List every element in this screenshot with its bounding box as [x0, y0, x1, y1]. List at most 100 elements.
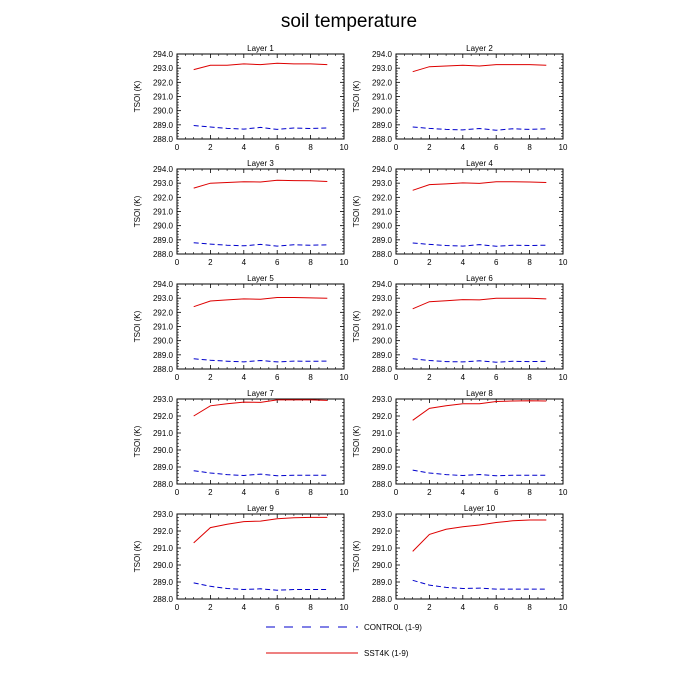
- x-tick-label: 4: [242, 488, 247, 497]
- panel-title: Layer 3: [247, 159, 274, 168]
- x-tick-label: 8: [308, 603, 313, 612]
- panel-layer-5: Layer 5 TSOI (K) 288.0 289.0 290.0 291.0 292.0…: [133, 274, 349, 382]
- x-tick-label: 2: [208, 603, 213, 612]
- panel-layer-1: Layer 1 TSOI (K) 288.0 289.0 290.0 291.0 292.0…: [133, 44, 349, 152]
- y-tick-label: 290.0: [153, 222, 174, 231]
- y-axis-label: TSOI (K): [133, 540, 142, 572]
- plot-frame: [176, 398, 345, 485]
- y-tick-label: 291.0: [153, 208, 174, 217]
- y-axis-label: TSOI (K): [133, 195, 142, 227]
- panel-title: Layer 8: [466, 389, 493, 398]
- panel-title: Layer 1: [247, 44, 274, 53]
- x-tick-label: 0: [175, 143, 180, 152]
- x-tick-label: 0: [175, 603, 180, 612]
- y-tick-label: 289.0: [372, 351, 393, 360]
- x-tick-label: 4: [461, 373, 466, 382]
- y-tick-label: 292.0: [153, 193, 174, 202]
- y-tick-label: 293.0: [372, 64, 393, 73]
- y-tick-label: 288.0: [153, 480, 174, 489]
- y-tick-label: 289.0: [153, 463, 174, 472]
- panel-title: Layer 7: [247, 389, 274, 398]
- y-tick-label: 288.0: [372, 480, 393, 489]
- x-tick-label: 6: [494, 488, 499, 497]
- sst4k-series-line: [412, 181, 547, 191]
- plot-frame: [176, 283, 345, 370]
- x-tick-label: 2: [208, 488, 213, 497]
- x-tick-label: 6: [494, 603, 499, 612]
- panel-title: Layer 5: [247, 274, 274, 283]
- legend-sst4k-label: SST4K (1-9): [364, 649, 409, 658]
- x-tick-label: 4: [461, 488, 466, 497]
- x-tick-label: 4: [242, 143, 247, 152]
- sst4k-series-line: [193, 179, 328, 189]
- legend-control-label: CONTROL (1-9): [364, 623, 422, 632]
- x-tick-label: 8: [527, 488, 532, 497]
- y-tick-label: 289.0: [153, 236, 174, 245]
- sst4k-series-line: [193, 62, 328, 71]
- control-series-line: [193, 582, 328, 591]
- x-tick-label: 8: [308, 488, 313, 497]
- panels-group: Layer 1 TSOI (K) 288.0 289.0 290.0 291.0 292.0…: [133, 44, 568, 612]
- x-tick-label: 4: [461, 143, 466, 152]
- x-tick-label: 6: [275, 258, 280, 267]
- y-tick-label: 291.0: [372, 544, 393, 553]
- y-tick-label: 291.0: [372, 208, 393, 217]
- x-tick-label: 6: [494, 258, 499, 267]
- y-tick-label: 291.0: [372, 93, 393, 102]
- x-tick-label: 10: [340, 143, 349, 152]
- y-tick-label: 292.0: [372, 527, 393, 536]
- x-tick-label: 10: [559, 603, 568, 612]
- x-tick-label: 8: [308, 143, 313, 152]
- x-tick-label: 8: [527, 143, 532, 152]
- x-tick-label: 10: [340, 603, 349, 612]
- panel-layer-9: Layer 9 TSOI (K) 288.0 289.0 290.0 291.0 292.0…: [133, 504, 349, 612]
- y-tick-label: 292.0: [372, 308, 393, 317]
- x-tick-label: 2: [427, 373, 432, 382]
- y-tick-label: 288.0: [372, 250, 393, 259]
- y-axis-label: TSOI (K): [352, 540, 361, 572]
- y-tick-label: 289.0: [153, 578, 174, 587]
- plot-frame: [395, 53, 564, 140]
- control-series-line: [412, 579, 547, 590]
- control-series-line: [193, 358, 328, 363]
- y-tick-label: 292.0: [153, 527, 174, 536]
- x-tick-label: 4: [461, 258, 466, 267]
- y-tick-label: 289.0: [372, 236, 393, 245]
- y-axis-label: TSOI (K): [352, 80, 361, 112]
- y-tick-label: 288.0: [153, 250, 174, 259]
- y-tick-label: 293.0: [153, 294, 174, 303]
- y-tick-label: 291.0: [372, 323, 393, 332]
- x-tick-label: 2: [427, 603, 432, 612]
- x-tick-label: 0: [175, 373, 180, 382]
- y-tick-label: 289.0: [372, 463, 393, 472]
- y-tick-label: 288.0: [153, 365, 174, 374]
- sst4k-series-line: [193, 399, 328, 417]
- panel-title: Layer 2: [466, 44, 493, 53]
- figure-title: soil temperature: [281, 11, 417, 32]
- sst4k-series-line: [193, 297, 328, 308]
- y-tick-label: 290.0: [153, 561, 174, 570]
- x-tick-label: 0: [175, 258, 180, 267]
- x-tick-label: 0: [394, 143, 399, 152]
- control-series-line: [193, 470, 328, 477]
- x-tick-label: 6: [494, 373, 499, 382]
- y-tick-label: 290.0: [372, 446, 393, 455]
- control-series-line: [412, 242, 547, 247]
- y-tick-label: 291.0: [372, 429, 393, 438]
- x-tick-label: 2: [427, 488, 432, 497]
- x-tick-label: 4: [242, 603, 247, 612]
- x-tick-label: 8: [308, 373, 313, 382]
- control-series-line: [193, 242, 328, 247]
- x-tick-label: 2: [208, 143, 213, 152]
- y-tick-label: 291.0: [153, 323, 174, 332]
- y-axis-label: TSOI (K): [133, 310, 142, 342]
- x-tick-label: 4: [242, 258, 247, 267]
- y-tick-label: 289.0: [372, 121, 393, 130]
- y-tick-label: 292.0: [372, 193, 393, 202]
- panel-title: Layer 9: [247, 504, 274, 513]
- y-tick-label: 289.0: [153, 351, 174, 360]
- y-tick-label: 294.0: [372, 280, 393, 289]
- y-axis-label: TSOI (K): [352, 425, 361, 457]
- panel-layer-7: Layer 7 TSOI (K) 288.0 289.0 290.0 291.0 292.0…: [133, 389, 349, 497]
